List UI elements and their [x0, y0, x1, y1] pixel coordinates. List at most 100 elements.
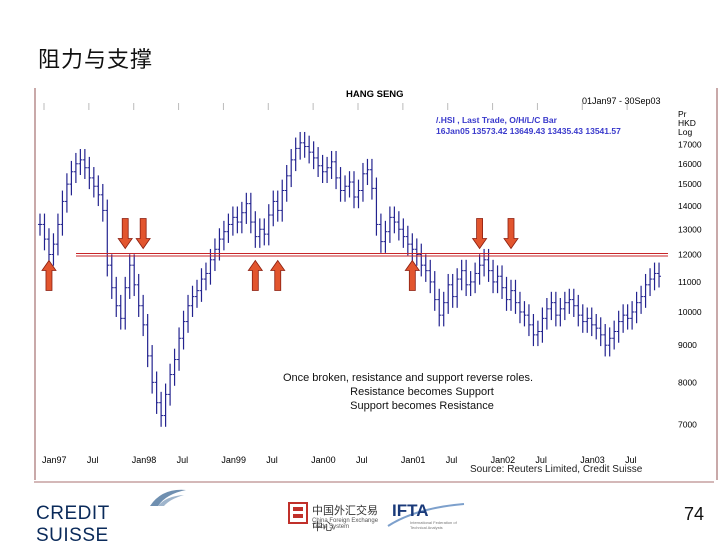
ohlc-bar [203, 262, 208, 291]
ohlc-bar [163, 383, 168, 427]
ohlc-bar [114, 276, 119, 317]
ohlc-bar [603, 324, 608, 357]
ohlc-bar [109, 254, 114, 299]
ohlc-bar [289, 149, 294, 188]
ifta-subtitle: International Federation of Technical An… [410, 520, 457, 530]
ohlc-bar [630, 301, 635, 330]
y-tick-label: 10000 [678, 307, 702, 317]
x-tick-label: Jul [446, 455, 458, 465]
ohlc-bar [365, 158, 370, 186]
ohlc-bar [230, 206, 235, 236]
ohlc-bar [42, 213, 47, 251]
arrow-markers [41, 218, 519, 291]
ohlc-bar [459, 259, 464, 291]
ohlc-bar [329, 150, 334, 179]
ohlc-bar [159, 391, 164, 427]
date-range: 01Jan97 - 30Sep03 [582, 96, 661, 106]
ohlc-bar [91, 167, 96, 198]
ohlc-bar [181, 310, 186, 350]
ohlc-bar [302, 131, 307, 158]
ohlc-bar [639, 285, 644, 314]
ohlc-bar [455, 268, 460, 308]
ohlc-bar [307, 135, 312, 164]
ohlc-bar [544, 297, 549, 330]
x-tick-label: Jul [535, 455, 547, 465]
ohlc-bar [352, 171, 356, 209]
ohlc-bars [38, 131, 662, 427]
ohlc-bar [616, 310, 621, 343]
ohlc-bar [383, 220, 388, 253]
last-quote: 16Jan05 13573.42 13649.43 13435.43 13541… [436, 126, 621, 136]
y-tick-label: 12000 [678, 249, 702, 259]
ifta-logo: IFTA International Federation of Technic… [386, 498, 466, 530]
y-tick-label: 9000 [678, 340, 697, 350]
ohlc-bar [495, 265, 500, 294]
ohlc-bar [450, 273, 455, 308]
ohlc-bar [271, 190, 276, 227]
y-axis: 7000 8000 9000 10000 11000 12000 13000 14000 150… [678, 140, 702, 430]
ohlc-bar [199, 268, 204, 302]
ohlc-bar [486, 248, 491, 282]
x-tick-label: Jan99 [221, 455, 246, 465]
ohlc-bar [154, 371, 159, 414]
ifta-swoosh-icon [387, 503, 465, 527]
ohlc-bar [509, 279, 513, 311]
page-number: 74 [684, 504, 705, 524]
ohlc-bar [549, 291, 554, 321]
ohlc-bar [338, 167, 343, 202]
unit-pr: Pr [678, 109, 687, 119]
x-tick-label: Jan97 [42, 455, 67, 465]
ohlc-bar [504, 276, 509, 311]
ohlc-bar [621, 304, 626, 333]
ohlc-bar [567, 288, 572, 314]
ohlc-bar [562, 291, 567, 321]
ohlc-bar [378, 213, 383, 253]
ohlc-bar [356, 179, 361, 209]
ohlc-bar [477, 254, 482, 285]
y-tick-label: 17000 [678, 140, 702, 150]
ohlc-bar [266, 204, 271, 246]
x-tick-label: Jul [625, 455, 637, 465]
credit-suisse-wordmark: CREDIT SUISSE [36, 503, 110, 546]
ohlc-bar [51, 233, 56, 266]
ohlc-bar [132, 254, 137, 297]
footer-divider [34, 481, 714, 483]
ohlc-bar [38, 213, 42, 236]
ohlc-bar [82, 149, 87, 179]
ohlc-bar [374, 177, 379, 236]
ohlc-bar [634, 291, 639, 324]
ohlc-bar [657, 262, 662, 288]
top-tick-marks [43, 103, 628, 110]
slide-title: 阻力与支撑 [38, 48, 154, 73]
x-tick-label: Jul [266, 455, 278, 465]
ohlc-bar [369, 158, 374, 200]
ohlc-bar [468, 271, 473, 297]
ohlc-bar [298, 131, 303, 160]
up-arrow-icon [404, 259, 421, 291]
annotation-line-2: Resistance becomes Support [350, 386, 494, 398]
ohlc-bar [253, 211, 258, 248]
ohlc-bar [123, 276, 128, 330]
ohlc-bar [594, 314, 599, 340]
ohlc-bar [195, 279, 199, 308]
ohlc-bar [396, 211, 401, 241]
annotation-line-3: Support becomes Resistance [350, 400, 494, 412]
y-tick-label: 15000 [678, 179, 702, 189]
ohlc-bar [96, 175, 101, 207]
unit-log: Log [678, 127, 692, 137]
cfets-logo: 中国外汇交易中心 China Foreign Exchange Trade Sy… [288, 498, 388, 533]
ohlc-bar [517, 291, 522, 324]
ohlc-bar [580, 304, 585, 333]
ohlc-bar [78, 149, 83, 176]
ohlc-bar [284, 164, 289, 202]
x-axis: Jan97 Jul Jan98 Jul Jan99 Jul Jan00 Jul Jan01 Jul… [42, 455, 637, 465]
down-arrow-icon [471, 218, 488, 250]
x-tick-label: Jan00 [311, 455, 336, 465]
ohlc-bar [589, 307, 594, 337]
instrument-label: /.HSI , Last Trade, O/H/L/C Bar [436, 115, 558, 125]
ohlc-bar [145, 314, 150, 368]
ohlc-bar [87, 156, 92, 190]
ohlc-bar [392, 206, 397, 234]
ohlc-bar [437, 288, 442, 327]
ohlc-bar [571, 288, 576, 317]
